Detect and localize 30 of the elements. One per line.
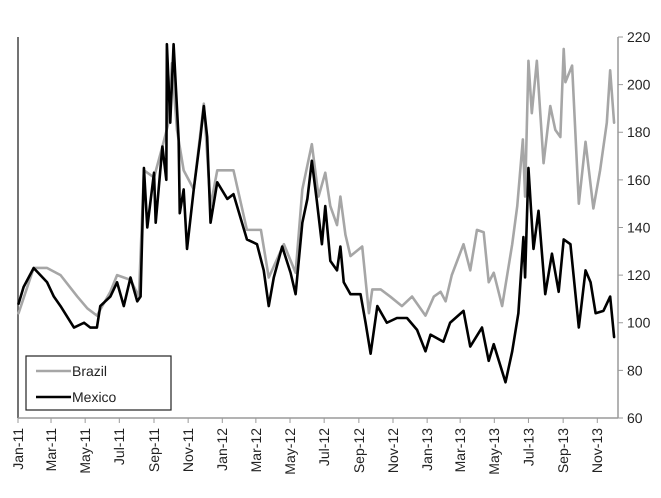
x-tick-label: Mar-11: [42, 428, 59, 472]
y-tick-label: 220: [627, 28, 651, 45]
x-tick-label: May-13: [486, 428, 502, 475]
line-series: [17, 42, 616, 384]
x-tick-label: Mar-12: [248, 428, 264, 472]
x-tick-label: Sep-13: [555, 428, 572, 474]
y-tick-label: 60: [627, 410, 643, 426]
x-tick-label: Nov-13: [589, 428, 606, 474]
y-tick-label: 80: [627, 362, 643, 378]
x-tick-label: Nov-12: [384, 428, 401, 474]
x-tick-label: Jan-13: [419, 428, 436, 471]
x-tick-label: Jan-11: [10, 428, 26, 470]
y-tick-label: 200: [627, 76, 651, 93]
x-tick-label: May-12: [282, 428, 298, 475]
y-tick-label: 140: [627, 219, 651, 236]
x-tick-label: Jan-12: [214, 428, 230, 471]
x-tick-label: Sep-11: [146, 428, 162, 472]
x-tick-label: Nov-11: [180, 428, 196, 472]
legend-label: Mexico: [72, 388, 117, 405]
y-tick-label: 120: [627, 267, 651, 284]
x-tick-label: May-11: [77, 428, 94, 474]
x-tick-label: Mar-13: [452, 428, 468, 472]
y-tick-label: 100: [627, 314, 651, 331]
x-tick-label: Sep-12: [350, 428, 367, 474]
x-tick-label: Jul-13: [520, 428, 536, 466]
x-tick-label: Jul-12: [316, 428, 332, 466]
x-tick-label: Jul-11: [111, 428, 128, 466]
legend-label: Brazil: [72, 362, 108, 379]
y-tick-label: 160: [627, 172, 651, 188]
y-tick-label: 180: [627, 124, 651, 140]
